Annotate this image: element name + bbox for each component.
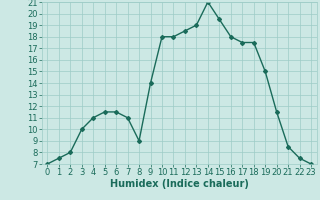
X-axis label: Humidex (Indice chaleur): Humidex (Indice chaleur) xyxy=(110,179,249,189)
